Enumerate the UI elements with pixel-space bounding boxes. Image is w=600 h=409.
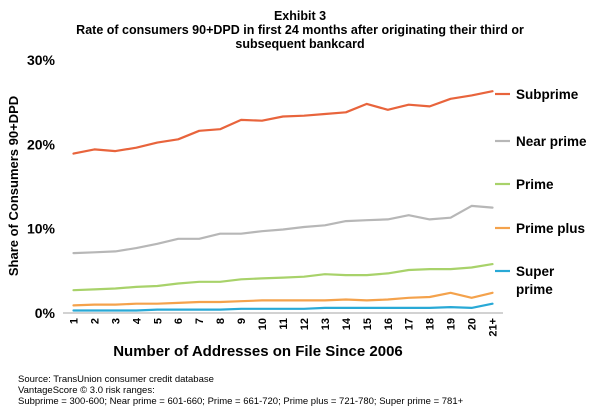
x-tick-label: 18 xyxy=(425,318,437,330)
ranges-note: Subprime = 300-600; Near prime = 601-660… xyxy=(18,396,464,407)
x-tick-label: 20 xyxy=(467,318,479,330)
series-line-prime xyxy=(72,263,494,292)
x-tick-label: 12 xyxy=(299,318,311,330)
y-axis-title: Share of Consumers 90+DPD xyxy=(6,96,21,276)
x-tick-label: 13 xyxy=(320,318,332,330)
x-tick-label: 8 xyxy=(215,318,227,324)
x-tick-label: 3 xyxy=(110,318,122,324)
x-tick-label: 6 xyxy=(173,318,185,324)
x-tick-label: 7 xyxy=(194,318,206,324)
x-tick-label: 10 xyxy=(257,318,269,330)
x-tick-label: 9 xyxy=(236,318,248,324)
x-tick-label: 1 xyxy=(68,318,80,324)
x-tick-label: 16 xyxy=(383,318,395,330)
series-line-prime-plus xyxy=(72,291,494,307)
source-note: Source: TransUnion consumer credit datab… xyxy=(18,374,214,385)
x-tick-label: 2 xyxy=(89,318,101,324)
x-tick-label: 11 xyxy=(278,318,290,330)
chart-title-line-1: Rate of consumers 90+DPD in first 24 mon… xyxy=(76,23,524,37)
x-tick-label: 5 xyxy=(152,318,164,324)
x-tick-label: 17 xyxy=(404,318,416,330)
x-tick-label: 21+ xyxy=(488,318,500,337)
x-tick-label: 4 xyxy=(131,317,143,324)
x-tick-label: 14 xyxy=(341,317,353,330)
y-tick-label: 30% xyxy=(27,52,56,68)
x-axis-title: Number of Addresses on File Since 2006 xyxy=(113,343,403,360)
series-line-near-prime xyxy=(72,204,494,255)
y-tick-label: 20% xyxy=(27,136,56,152)
legend-label-near-prime: Near prime xyxy=(516,134,587,149)
legend-label-prime-plus: Prime plus xyxy=(516,221,585,236)
legend-label-super-prime: Super prime xyxy=(516,264,555,297)
x-tick-label: 19 xyxy=(446,318,458,330)
exhibit-label: Exhibit 3 xyxy=(273,9,327,23)
score-note: VantageScore © 3.0 risk ranges: xyxy=(18,385,155,396)
series-line-subprime xyxy=(72,90,494,155)
x-tick-label: 15 xyxy=(362,318,374,330)
series-line-super-prime xyxy=(72,302,494,312)
y-tick-label: 0% xyxy=(35,305,56,321)
legend-label-prime: Prime xyxy=(516,177,554,192)
legend-label-subprime: Subprime xyxy=(516,87,579,102)
y-tick-label: 10% xyxy=(27,221,56,237)
chart-title-line-2: subsequent bankcard xyxy=(235,37,365,51)
